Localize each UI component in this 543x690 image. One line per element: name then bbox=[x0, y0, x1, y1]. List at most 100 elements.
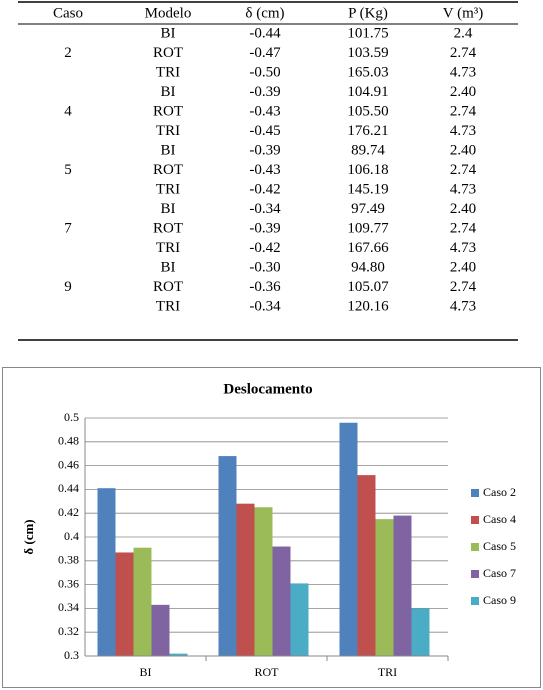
table-cell: 2.74 bbox=[450, 162, 477, 178]
legend-label: Caso 7 bbox=[483, 566, 516, 580]
table-cell: BI bbox=[161, 25, 176, 41]
legend-swatch bbox=[471, 516, 479, 524]
table-cell: 2.74 bbox=[450, 220, 477, 236]
table-cell: BI bbox=[161, 84, 176, 100]
table-cell: 2.40 bbox=[450, 259, 476, 275]
table-cell: -0.43 bbox=[249, 103, 280, 119]
bar bbox=[97, 488, 116, 656]
table-cell: 2.74 bbox=[450, 103, 477, 119]
table-cell: 2.4 bbox=[454, 25, 473, 41]
caso-cell: 7 bbox=[64, 220, 72, 236]
table-cell: ROT bbox=[153, 162, 183, 178]
table-cell: 89.74 bbox=[351, 142, 385, 158]
bar bbox=[339, 422, 358, 656]
bar bbox=[151, 604, 170, 656]
column-header: V (m³) bbox=[443, 5, 483, 21]
y-tick-label: 0.32 bbox=[58, 624, 79, 638]
table-cell: TRI bbox=[156, 298, 180, 314]
table-cell: -0.43 bbox=[249, 162, 280, 178]
table-cell: 4.73 bbox=[450, 181, 476, 197]
table-cell: -0.30 bbox=[249, 259, 280, 275]
table-cell: TRI bbox=[156, 240, 180, 256]
bar bbox=[411, 608, 430, 656]
bar bbox=[133, 547, 152, 656]
table-cell: 101.75 bbox=[347, 25, 388, 41]
legend-label: Caso 9 bbox=[483, 593, 516, 607]
table-cell: ROT bbox=[153, 103, 183, 119]
table-cell: -0.50 bbox=[249, 64, 280, 80]
bar bbox=[375, 519, 394, 656]
table-cell: 2.40 bbox=[450, 142, 476, 158]
table-cell: BI bbox=[161, 142, 176, 158]
caso-cell: 9 bbox=[64, 279, 72, 295]
table-cell: -0.39 bbox=[249, 142, 280, 158]
y-tick-label: 0.4 bbox=[64, 529, 79, 543]
table-cell: 120.16 bbox=[347, 298, 389, 314]
y-tick-label: 0.46 bbox=[58, 457, 79, 471]
legend-label: Caso 5 bbox=[483, 539, 516, 553]
table-cell: TRI bbox=[156, 123, 180, 139]
x-tick-label: TRI bbox=[378, 665, 397, 679]
y-axis-label: δ (cm) bbox=[21, 519, 36, 554]
y-tick-label: 0.42 bbox=[58, 505, 79, 519]
column-header: Caso bbox=[53, 5, 83, 21]
table-cell: 103.59 bbox=[347, 45, 388, 61]
table-cell: -0.44 bbox=[249, 25, 281, 41]
table-cell: 4.73 bbox=[450, 123, 476, 139]
table-cell: -0.45 bbox=[249, 123, 280, 139]
y-tick-label: 0.48 bbox=[58, 434, 79, 448]
table-cell: -0.42 bbox=[249, 240, 280, 256]
table-cell: ROT bbox=[153, 279, 183, 295]
y-tick-label: 0.36 bbox=[58, 576, 79, 590]
table-cell: 94.80 bbox=[351, 259, 385, 275]
table-cell: 104.91 bbox=[347, 84, 388, 100]
y-tick-label: 0.3 bbox=[64, 648, 79, 662]
table-cell: 2.74 bbox=[450, 45, 477, 61]
bar bbox=[393, 515, 412, 656]
bar bbox=[272, 546, 291, 656]
table-cell: -0.39 bbox=[249, 220, 280, 236]
table-cell: 2.40 bbox=[450, 201, 476, 217]
table-cell: -0.39 bbox=[249, 84, 280, 100]
legend-swatch bbox=[471, 597, 479, 605]
table-cell: 2.40 bbox=[450, 84, 476, 100]
bar bbox=[218, 456, 237, 656]
legend-label: Caso 2 bbox=[483, 485, 516, 499]
bar bbox=[169, 653, 188, 656]
table-cell: 176.21 bbox=[347, 123, 388, 139]
table-cell: 2.74 bbox=[450, 279, 477, 295]
y-tick-label: 0.34 bbox=[58, 600, 79, 614]
legend-label: Caso 4 bbox=[483, 512, 516, 526]
x-tick-label: ROT bbox=[255, 665, 280, 679]
caso-cell: 2 bbox=[64, 45, 72, 61]
table-cell: ROT bbox=[153, 220, 183, 236]
bar bbox=[254, 507, 273, 656]
column-header: δ (cm) bbox=[245, 5, 284, 21]
table-cell: -0.34 bbox=[249, 298, 281, 314]
bar bbox=[290, 583, 309, 656]
table-cell: ROT bbox=[153, 45, 183, 61]
legend-swatch bbox=[471, 570, 479, 578]
table-cell: 4.73 bbox=[450, 64, 476, 80]
y-tick-label: 0.5 bbox=[64, 410, 79, 424]
caso-cell: 5 bbox=[64, 162, 72, 178]
table-cell: -0.42 bbox=[249, 181, 280, 197]
legend-swatch bbox=[471, 489, 479, 497]
column-header: Modelo bbox=[145, 5, 192, 21]
table-cell: 165.03 bbox=[347, 64, 388, 80]
chart-title: Deslocamento bbox=[223, 381, 312, 397]
x-tick-label: BI bbox=[140, 665, 152, 679]
table-cell: 105.50 bbox=[347, 103, 388, 119]
caso-cell: 4 bbox=[64, 103, 72, 119]
table-cell: 4.73 bbox=[450, 298, 476, 314]
table-cell: 105.07 bbox=[347, 279, 389, 295]
table-cell: 109.77 bbox=[347, 220, 389, 236]
table-cell: TRI bbox=[156, 181, 180, 197]
table-cell: 106.18 bbox=[347, 162, 388, 178]
table: Caso Modelo δ (cm) P (Kg) V (m³) BI -0.44 101.7… bbox=[18, 1, 518, 341]
legend-swatch bbox=[471, 543, 479, 551]
table-cell: BI bbox=[161, 201, 176, 217]
table-cell: -0.47 bbox=[249, 45, 281, 61]
table-cell: 145.19 bbox=[347, 181, 388, 197]
